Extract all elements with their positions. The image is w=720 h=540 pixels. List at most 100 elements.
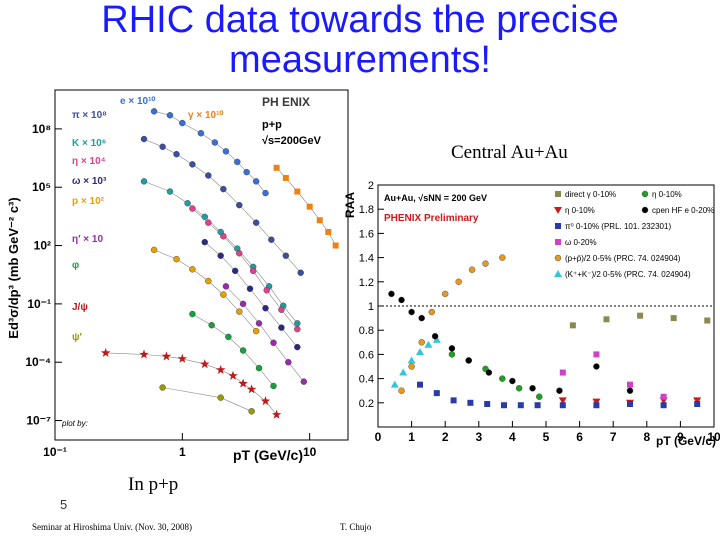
pp-data-point (205, 277, 212, 285)
raa-preliminary: PHENIX Preliminary (384, 213, 479, 224)
pp-data-point (231, 267, 239, 275)
pp-data-point (205, 219, 212, 226)
raa-svg: 0 1 2 3 4 5 6 7 8 9 10 0.2 0.4 0.6 0.8 1 1.2 1.4 1.6 1.8 2 pT… (343, 180, 720, 448)
pp-data-point (282, 252, 290, 259)
raa-data-point (660, 402, 667, 409)
raa-data-point (398, 296, 405, 304)
pp-fit-curve (154, 111, 266, 194)
pp-series-10 (140, 135, 304, 276)
pp-credit: plot by: (61, 419, 88, 428)
pp-data-point (246, 285, 254, 292)
raa-x-tick-label: 8 (643, 430, 650, 444)
footer-author: T. Chujo (340, 522, 372, 532)
pp-data-point (325, 228, 332, 235)
raa-data-point (534, 402, 541, 409)
pp-y-axis-label: Ed³σ/dp³ (mb GeV⁻² c³) (6, 197, 21, 338)
raa-data-point (592, 398, 601, 406)
raa-series-direct-0-10 (569, 312, 711, 329)
slide-number: 5 (60, 497, 68, 512)
raa-data-point (593, 402, 600, 409)
pp-data-point (179, 119, 186, 127)
raa-data-point (417, 381, 423, 388)
raa-legend-marker (555, 223, 561, 229)
raa-data-point (693, 397, 702, 405)
raa-data-point (556, 387, 563, 394)
pp-series-10 (189, 205, 301, 333)
raa-legend-label: η 0-10% (565, 206, 595, 215)
pp-system-label: p+p (262, 119, 282, 131)
pp-data-point (239, 347, 247, 354)
pp-x-tick-label: 1 (179, 445, 186, 459)
raa-data-point (431, 333, 439, 340)
pp-fit-curve (225, 286, 305, 382)
pp-legend-label: φ (72, 260, 79, 271)
pp-data-point (300, 378, 308, 385)
raa-data-point (499, 375, 506, 382)
pp-data-point (236, 201, 243, 209)
raa-y-tick-label: 1.8 (359, 204, 374, 216)
pp-legend-label: J/ψ (72, 302, 88, 313)
pp-data-point (255, 320, 263, 327)
raa-data-point (428, 308, 435, 316)
pp-series-j (100, 347, 282, 419)
pp-data-point (201, 213, 208, 221)
pp-y-tick-label: 10⁸ (32, 122, 51, 136)
raa-x-tick-label: 10 (707, 430, 720, 444)
raa-legend-entry: cpen HF e 0-20% (641, 206, 714, 215)
pp-data-point (278, 306, 285, 313)
raa-header: Au+Au, √sNN = 200 GeV (384, 193, 487, 203)
raa-series-0-10 (448, 351, 543, 400)
pp-data-point (282, 174, 289, 181)
raa-y-axis-label: RAA (343, 192, 357, 218)
raa-legend-entry: ω 0-20% (555, 238, 597, 247)
raa-data-point (627, 381, 633, 388)
title-line-1: RHIC data towards the precise (101, 0, 619, 41)
pp-data-point (166, 112, 174, 119)
pp-data-point (239, 300, 247, 308)
caption-pp: In p+p (128, 474, 179, 495)
raa-data-point (536, 393, 543, 400)
pp-legend-label: ψ′ (72, 332, 83, 343)
raa-legend-marker (555, 239, 561, 245)
raa-data-point (558, 397, 567, 405)
slide-title: RHIC data towards the precise measuremen… (40, 0, 680, 80)
pp-x-axis-label: pT (GeV/c) (233, 447, 303, 463)
raa-data-point (559, 402, 566, 409)
pp-legend-label: ω × 10³ (72, 176, 107, 187)
pp-fit-curve (192, 208, 298, 330)
pp-data-point (294, 320, 301, 327)
pp-data-point (217, 394, 224, 401)
raa-legend-marker (554, 270, 562, 277)
raa-data-point (467, 399, 474, 406)
raa-legend-label: cpen HF e 0-20% (652, 206, 714, 215)
pp-series-e-10 (150, 108, 269, 197)
pp-legend-label: η′ × 10 (72, 234, 103, 245)
pp-legend-label: π × 10⁸ (72, 110, 107, 121)
pp-data-point (273, 164, 280, 171)
pp-y-tick-label: 10⁻⁴ (25, 355, 51, 369)
raa-data-point (517, 402, 524, 409)
pp-data-point (161, 351, 172, 361)
raa-x-tick-label: 0 (375, 430, 382, 444)
pp-data-point (222, 283, 230, 290)
raa-series-0-10-prl-101-232301 (417, 381, 701, 409)
pp-data-point (294, 325, 301, 333)
raa-y-tick-label: 0.2 (359, 398, 374, 410)
pp-data-point (246, 384, 257, 394)
raa-y-tick-label: 2 (368, 180, 374, 192)
pp-legend-label: K × 10⁶ (72, 138, 106, 149)
raa-y-tick-label: 1 (368, 301, 374, 313)
raa-series-cpen-hf-e-0-20 (388, 290, 634, 394)
raa-legend-marker (555, 191, 561, 197)
raa-data-point (455, 278, 462, 286)
caption-central-auau: Central Au+Au (451, 142, 568, 163)
pp-data-point (159, 384, 166, 391)
raa-x-tick-label: 3 (475, 430, 482, 444)
raa-data-point (407, 356, 416, 364)
pp-data-point (243, 168, 250, 176)
pp-data-point (215, 365, 226, 374)
pp-data-point (294, 188, 301, 195)
raa-data-point (499, 254, 506, 261)
pp-data-point (208, 322, 215, 329)
raa-x-tick-label: 4 (509, 430, 516, 444)
